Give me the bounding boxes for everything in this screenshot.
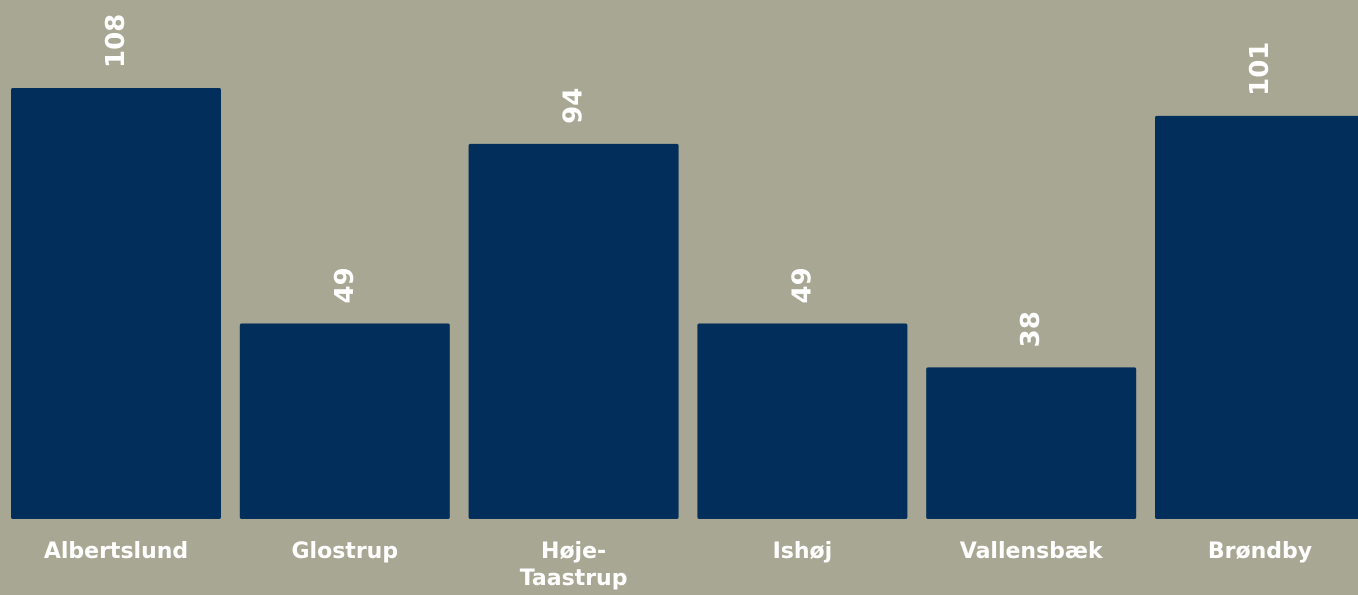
category-label-line: Glostrup [292,539,399,564]
category-label-line: Vallensbæk [960,539,1104,564]
data-label: 94 [559,88,589,124]
category-label: Høje-Taastrup [520,539,628,591]
bar [11,88,221,519]
category-label: Brøndby [1208,539,1312,564]
bar [697,323,908,519]
data-label: 49 [330,267,360,303]
category-label-line: Høje- [541,539,606,564]
category-label: Glostrup [292,539,399,564]
bar [926,367,1137,519]
data-label: 101 [1245,42,1275,96]
data-label: 49 [787,267,817,303]
category-labels-group: Albertslund Glostrup Høje-Taastrup Ishøj Val… [44,539,1312,591]
bar [1155,115,1358,519]
category-label-line: Taastrup [520,566,628,591]
data-label: 108 [101,14,131,68]
category-label: Ishøj [773,539,833,564]
category-label-line: Brøndby [1208,539,1312,564]
bars-group [11,88,1358,519]
data-label: 38 [1016,311,1046,347]
category-label-line: Ishøj [773,539,833,564]
category-label: Albertslund [44,539,188,564]
value-labels-group: 108 49 94 49 38 101 [101,14,1275,348]
category-label: Vallensbæk [960,539,1104,564]
category-label-line: Albertslund [44,539,188,564]
bar [468,143,679,519]
bar [239,323,450,519]
